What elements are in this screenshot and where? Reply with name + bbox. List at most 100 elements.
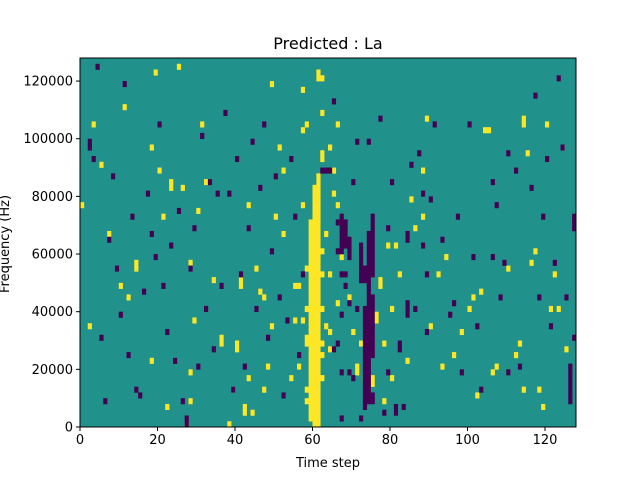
heatmap-cell: [312, 271, 317, 278]
heatmap-cell: [564, 294, 569, 301]
heatmap-cell: [316, 398, 321, 405]
y-tick-label: 60000: [32, 248, 73, 263]
heatmap-cell: [359, 259, 364, 266]
heatmap-cell: [153, 254, 158, 261]
heatmap-cell: [339, 248, 344, 255]
heatmap-cell: [331, 167, 337, 174]
heatmap-cell: [421, 167, 426, 174]
heatmap-cell: [184, 421, 189, 428]
heatmap-cell: [339, 271, 344, 278]
heatmap-cell: [80, 202, 85, 209]
heatmap-cell: [362, 323, 368, 330]
heatmap-cell: [211, 277, 216, 284]
heatmap-cell: [347, 254, 352, 261]
heatmap-cell: [308, 317, 313, 324]
x-tick-label: 60: [304, 433, 321, 448]
heatmap-cell: [452, 300, 457, 307]
heatmap-cell: [188, 369, 193, 376]
heatmap-cell: [316, 213, 321, 220]
heatmap-cell: [366, 294, 371, 301]
heatmap-cell: [312, 236, 317, 243]
heatmap-cell: [362, 398, 368, 405]
heatmap-cell: [490, 369, 495, 376]
heatmap-cell: [362, 380, 368, 387]
heatmap-cell: [366, 328, 371, 336]
heatmap-cell: [486, 127, 492, 134]
heatmap-cell: [471, 294, 476, 301]
heatmap-cell: [316, 375, 321, 382]
heatmap-cell: [339, 242, 344, 249]
heatmap-cell: [374, 311, 379, 318]
heatmap-cell: [343, 282, 348, 289]
heatmap-cell: [370, 311, 375, 318]
heatmap-cell: [386, 242, 391, 249]
heatmap-cell: [362, 403, 368, 411]
heatmap-cell: [339, 254, 344, 261]
heatmap-cell: [405, 230, 410, 238]
plot-frame: [79, 57, 577, 428]
heatmap-cell: [339, 225, 344, 232]
heatmap-cell: [459, 328, 464, 336]
heatmap-cell: [362, 305, 368, 312]
heatmap-cell: [308, 219, 313, 226]
heatmap-cell: [382, 398, 387, 405]
heatmap-cell: [238, 282, 244, 289]
y-tick-label: 100000: [23, 132, 73, 147]
heatmap-cell: [145, 190, 151, 197]
heatmap-cell: [235, 156, 240, 163]
heatmap-cell: [312, 328, 317, 336]
heatmap-cell: [343, 271, 348, 278]
heatmap-cell: [91, 156, 96, 163]
heatmap-cell: [517, 340, 523, 347]
heatmap-cell: [312, 254, 317, 261]
heatmap-cell: [529, 184, 534, 191]
heatmap-cell: [452, 352, 457, 359]
heatmap-cell: [87, 323, 92, 330]
y-tick-label: 80000: [32, 190, 73, 205]
heatmap-cell: [362, 317, 368, 324]
heatmap-cell: [316, 196, 321, 203]
heatmap-cell: [541, 213, 546, 220]
heatmap-cell: [572, 225, 577, 232]
heatmap-cell: [130, 213, 135, 220]
heatmap-cell: [308, 398, 313, 405]
heatmap-cell: [219, 334, 224, 341]
heatmap-cell: [242, 363, 247, 370]
heatmap-cell: [300, 202, 306, 209]
heatmap-cell: [331, 346, 337, 353]
heatmap-cell: [99, 161, 104, 168]
heatmap-cell: [262, 121, 267, 128]
heatmap-cell: [320, 248, 325, 255]
heatmap-cell: [308, 357, 313, 364]
heatmap-cell: [421, 190, 426, 197]
heatmap-cell: [424, 328, 430, 336]
heatmap-cell: [300, 127, 306, 134]
heatmap-cell: [308, 282, 313, 289]
heatmap-cell: [351, 179, 356, 186]
heatmap-cell: [362, 352, 368, 359]
heatmap-cell: [339, 230, 344, 238]
heatmap-cell: [312, 403, 317, 411]
heatmap-cell: [370, 236, 375, 243]
heatmap-cell: [343, 242, 348, 249]
heatmap-cell: [390, 179, 395, 186]
heatmap-cell: [308, 236, 313, 243]
heatmap-cell: [366, 230, 371, 238]
heatmap-cell: [316, 369, 321, 376]
heatmap-cell: [397, 340, 402, 347]
heatmap-cell: [312, 334, 317, 341]
heatmap-cell: [312, 346, 317, 353]
heatmap-cell: [533, 248, 538, 255]
heatmap-cell: [308, 334, 313, 341]
heatmap-cell: [316, 346, 321, 353]
y-tick-label: 20000: [32, 363, 73, 378]
heatmap-cell: [289, 156, 294, 163]
heatmap-cell: [572, 334, 577, 341]
heatmap-cell: [362, 334, 368, 341]
heatmap-cell: [316, 69, 321, 76]
heatmap-cell: [316, 403, 321, 411]
heatmap-cell: [312, 386, 317, 393]
heatmap-cell: [204, 179, 209, 186]
heatmap-cell: [370, 242, 375, 249]
